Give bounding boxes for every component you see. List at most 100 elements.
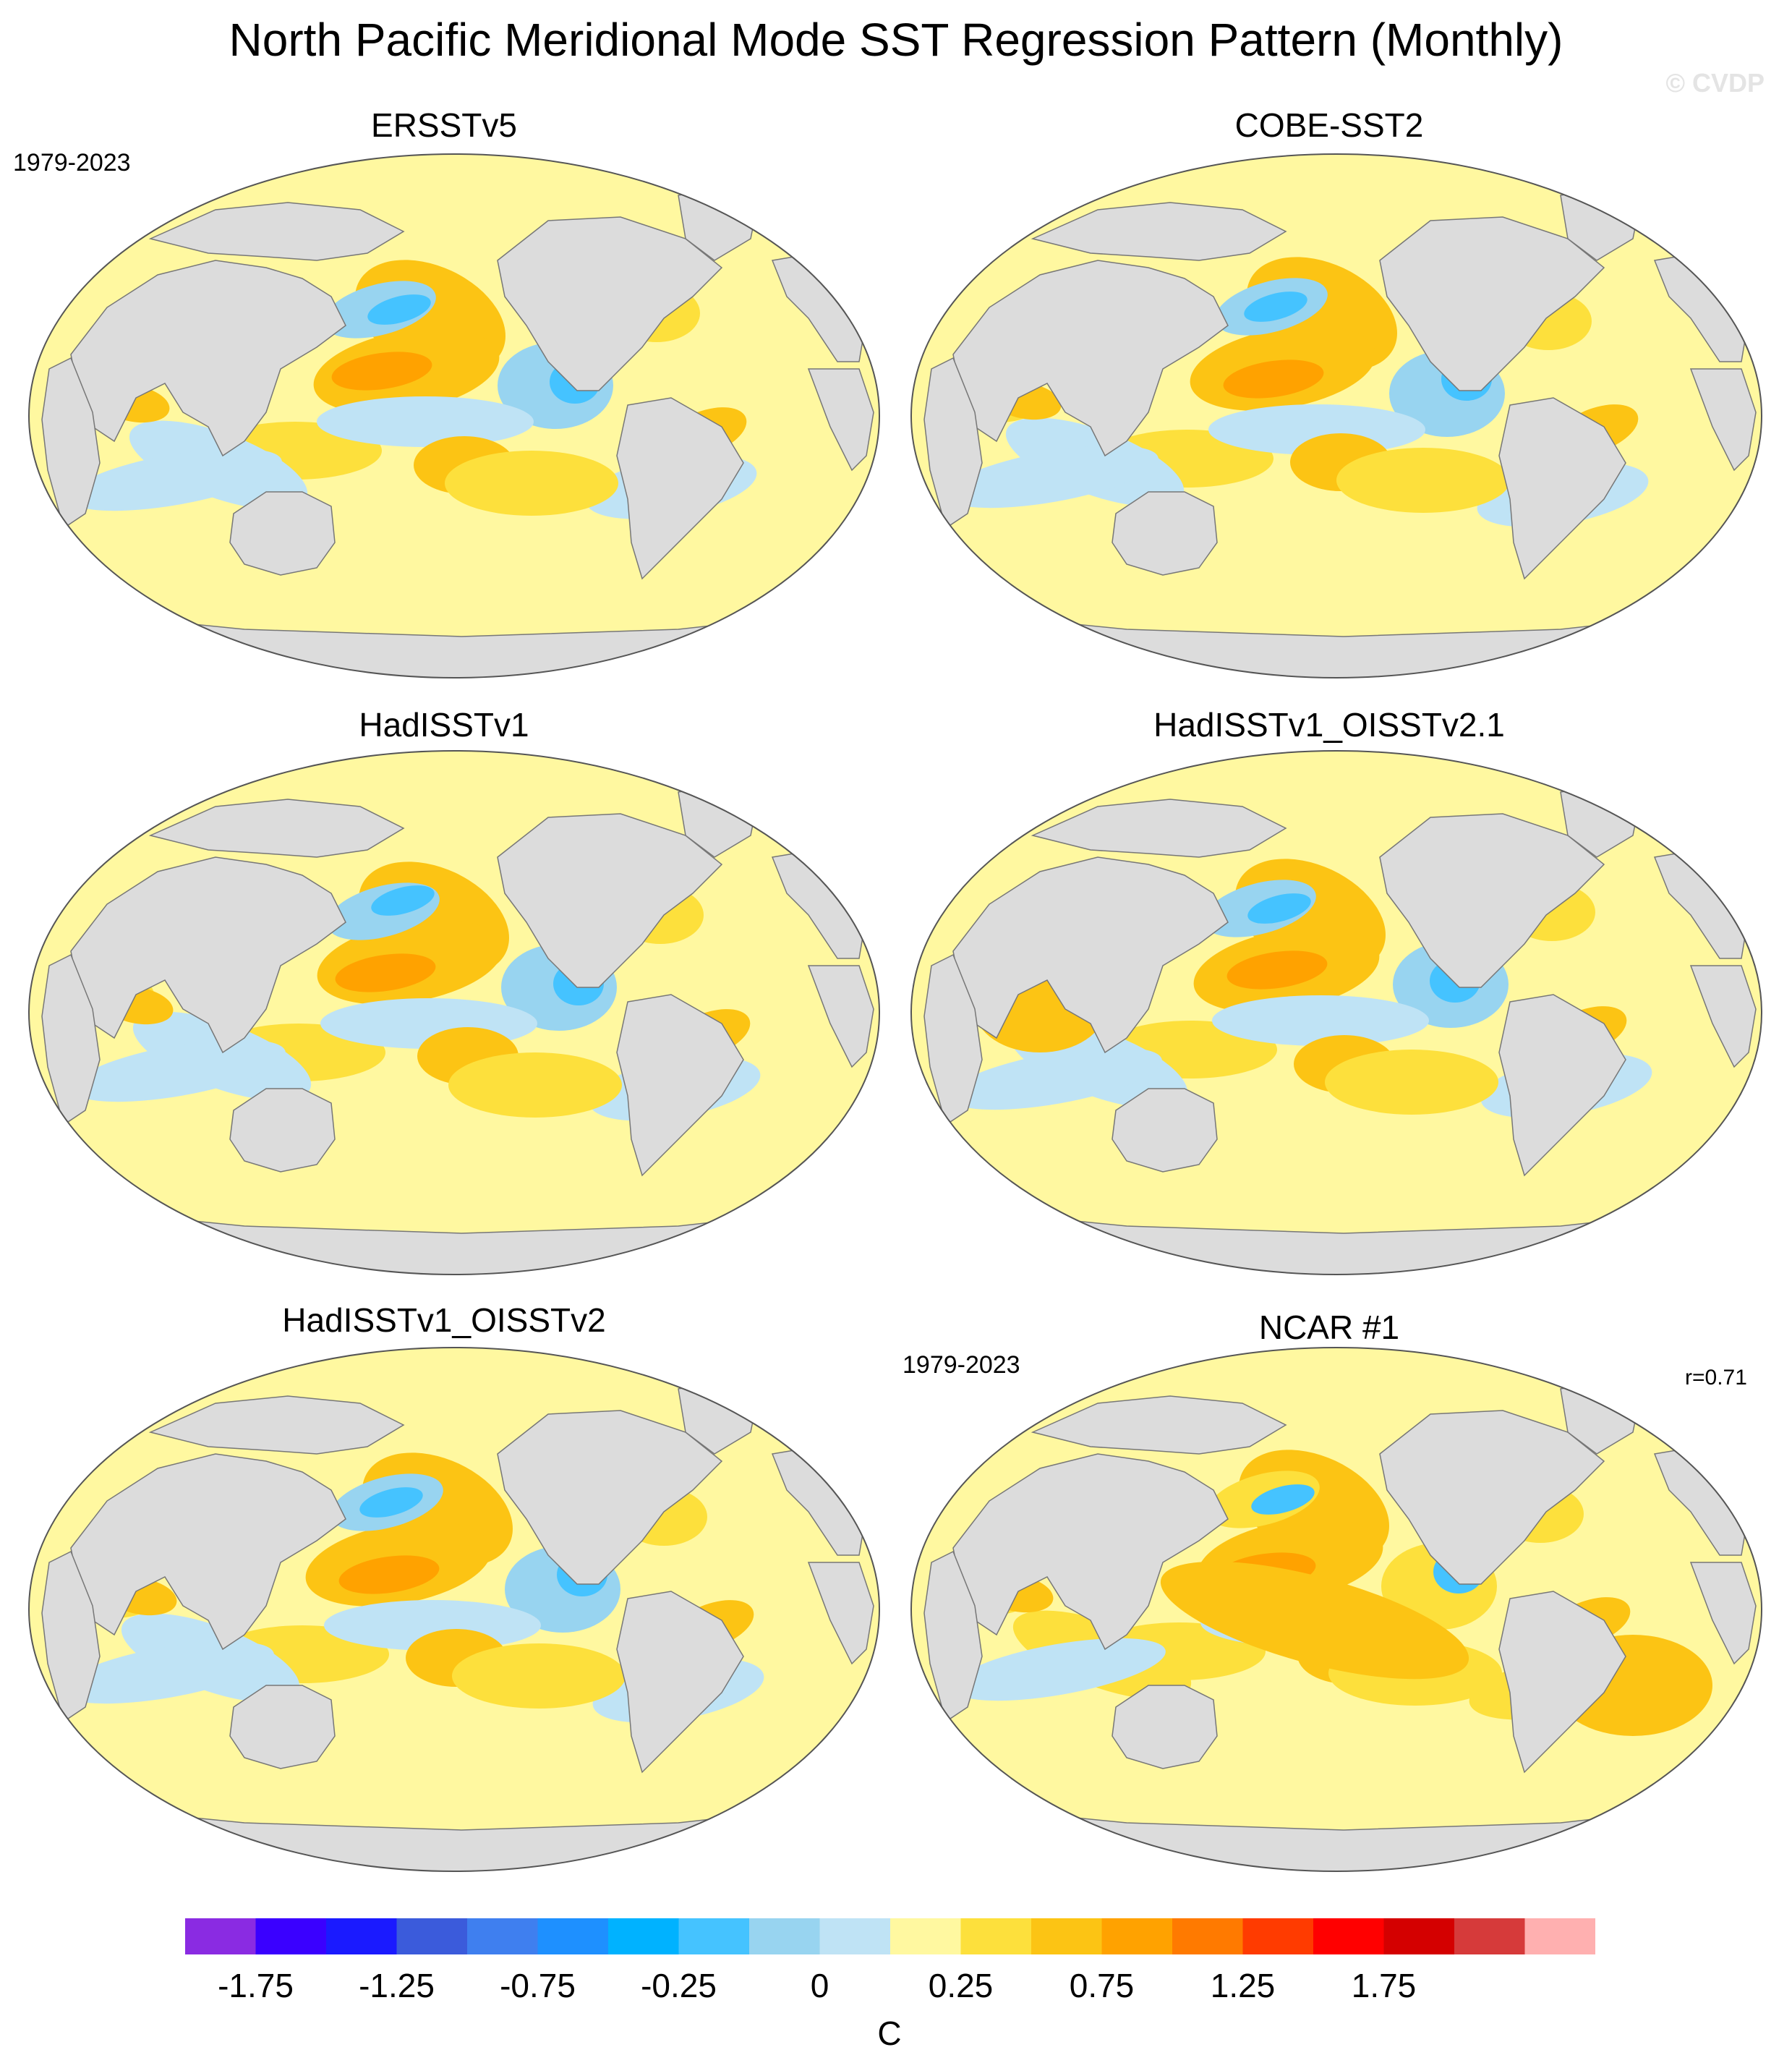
- colorbar-swatch: [819, 1918, 891, 1954]
- map-outline: [910, 750, 1762, 1275]
- land-samerica: [1498, 994, 1626, 1177]
- land-samerica: [616, 397, 744, 580]
- colorbar-swatch: [537, 1918, 609, 1954]
- panel-title-2: COBE-SST2: [1234, 106, 1424, 144]
- anomaly-region: [1226, 950, 1328, 990]
- colorbar-swatch: [678, 1918, 750, 1954]
- map-content: [29, 751, 879, 1275]
- land-africaR: [807, 368, 874, 472]
- colorbar-swatch: [467, 1918, 538, 1954]
- colorbar-swatch: [1031, 1918, 1102, 1954]
- map-content: [911, 154, 1762, 678]
- land-africa: [923, 953, 983, 1126]
- cvdp-watermark: © CVDP: [1665, 68, 1765, 98]
- land-africaR: [807, 1562, 874, 1665]
- colorbar-swatch: [1242, 1918, 1314, 1954]
- land-samerica: [616, 994, 744, 1177]
- colorbar-swatch: [1101, 1918, 1173, 1954]
- colorbar-tick-label: -1.75: [218, 1967, 294, 2004]
- colorbar: [185, 1918, 1595, 1954]
- land-asia: [952, 260, 1229, 457]
- anomaly-region: [367, 294, 431, 325]
- land-africaR: [1689, 1562, 1757, 1665]
- anomaly-region: [335, 953, 436, 992]
- land-siberia: [1031, 799, 1287, 858]
- regression-map-2: [910, 153, 1762, 678]
- panel-period-6: 1979-2023: [903, 1351, 1020, 1379]
- land-siberia: [1031, 1395, 1287, 1455]
- land-namerica: [1379, 1410, 1605, 1585]
- panel-title-4: HadISSTv1_OISSTv2.1: [1153, 706, 1505, 744]
- land-asia: [70, 1453, 346, 1651]
- regression-map-5: [28, 1347, 880, 1872]
- land-australia: [1112, 1088, 1218, 1173]
- colorbar-swatch: [1383, 1918, 1455, 1954]
- colorbar-swatch: [1313, 1918, 1384, 1954]
- panel-title-1: ERSSTv5: [371, 106, 517, 144]
- colorbar-tick-label: 0.75: [1069, 1967, 1135, 2004]
- land-africa: [41, 953, 101, 1126]
- anomaly-region: [1160, 1561, 1469, 1680]
- land-siberia: [148, 799, 405, 858]
- anomaly-region: [1251, 1484, 1315, 1515]
- map-content: [911, 751, 1762, 1275]
- anomaly-region: [359, 1487, 423, 1518]
- figure-title: North Pacific Meridional Mode SST Regres…: [229, 14, 1563, 66]
- land-australia: [1112, 1685, 1218, 1769]
- regression-map-4: [910, 750, 1762, 1275]
- panel-period-1: 1979-2023: [13, 149, 131, 176]
- land-africa: [923, 1550, 983, 1723]
- colorbar-swatch: [608, 1918, 679, 1954]
- pattern-correlation: r=0.71: [1685, 1366, 1747, 1390]
- anomaly-region: [452, 1643, 626, 1709]
- regression-map-6: [910, 1347, 1762, 1872]
- panel-title-6: NCAR #1: [1258, 1309, 1400, 1346]
- anomaly-region: [60, 1641, 274, 1704]
- colorbar-swatch: [185, 1918, 256, 1954]
- map-outline: [28, 153, 880, 678]
- anomaly-region: [68, 448, 282, 511]
- land-namerica: [497, 1410, 723, 1585]
- anomaly-region: [1212, 995, 1429, 1046]
- land-siberia: [148, 1395, 405, 1455]
- land-namerica: [497, 813, 723, 988]
- anomaly-region: [1247, 893, 1311, 924]
- panel-title-5: HadISSTv1_OISSTv2: [282, 1301, 606, 1339]
- map-content: [911, 1348, 1762, 1871]
- map-outline: [28, 750, 880, 1275]
- anomaly-region: [72, 1039, 286, 1102]
- colorbar-swatch: [326, 1918, 397, 1954]
- land-asia: [70, 856, 346, 1054]
- colorbar-tick-label: 0: [810, 1967, 829, 2004]
- anomaly-region: [952, 1638, 1166, 1701]
- land-samerica: [1498, 397, 1626, 580]
- colorbar-swatch: [255, 1918, 327, 1954]
- land-africaR: [1689, 368, 1757, 472]
- map-outline: [910, 153, 1762, 678]
- land-asia: [70, 260, 346, 457]
- colorbar-swatch: [749, 1918, 820, 1954]
- anomaly-region: [371, 885, 435, 916]
- land-asia: [952, 1453, 1229, 1651]
- anomaly-region: [1223, 359, 1324, 399]
- land-africaR: [807, 965, 874, 1068]
- land-australia: [1112, 491, 1218, 576]
- land-australia: [229, 1088, 336, 1173]
- land-australia: [229, 1685, 336, 1769]
- colorbar-swatch: [890, 1918, 961, 1954]
- panel-title-3: HadISSTv1: [359, 706, 529, 744]
- colorbar-swatch: [396, 1918, 468, 1954]
- colorbar-tick-label: -0.25: [641, 1967, 717, 2004]
- land-namerica: [497, 216, 723, 391]
- colorbar-tick-label: -0.75: [500, 1967, 576, 2004]
- land-asia: [952, 856, 1229, 1054]
- map-content: [29, 1348, 879, 1871]
- land-namerica: [1379, 216, 1605, 391]
- land-africaR: [1689, 965, 1757, 1068]
- regression-map-1: [28, 153, 880, 678]
- colorbar-tick-label: 1.75: [1351, 1967, 1417, 2004]
- land-siberia: [148, 202, 405, 261]
- anomaly-region: [317, 396, 534, 447]
- colorbar-swatch: [960, 1918, 1032, 1954]
- colorbar-tick-label: -1.25: [359, 1967, 435, 2004]
